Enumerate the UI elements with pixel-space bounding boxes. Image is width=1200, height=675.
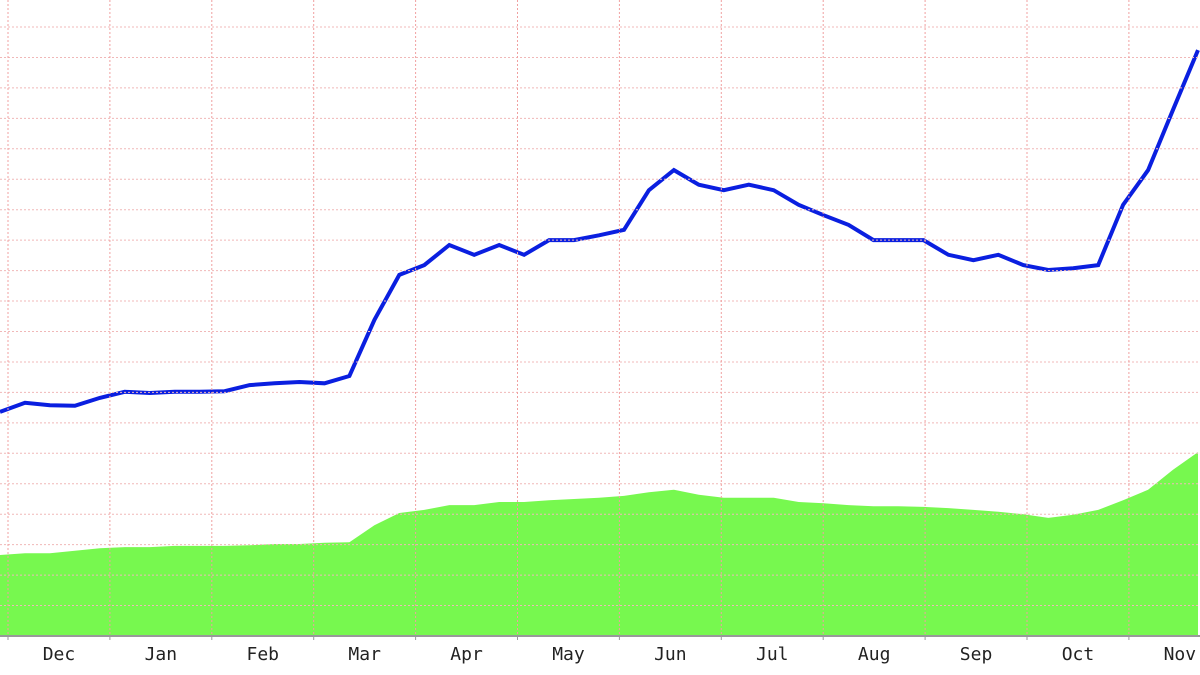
x-tick-label: Jan [145, 644, 178, 665]
area [0, 452, 1198, 636]
x-tick-label: Mar [348, 644, 381, 665]
x-tick-label: Jun [654, 644, 687, 665]
line [0, 49, 1200, 414]
marks [0, 49, 1200, 636]
x-tick-label: Nov [1164, 644, 1197, 665]
x-tick-label: Aug [858, 644, 891, 665]
x-tick-label: Feb [246, 644, 279, 665]
x-tick-label: Jul [756, 644, 789, 665]
x-tick-label: May [552, 644, 585, 665]
grid [0, 0, 1200, 636]
x-tick-label: Sep [960, 644, 993, 665]
x-tick-label: Dec [43, 644, 76, 665]
x-tick-label: Apr [450, 644, 483, 665]
x-tick-label: Oct [1062, 644, 1095, 665]
